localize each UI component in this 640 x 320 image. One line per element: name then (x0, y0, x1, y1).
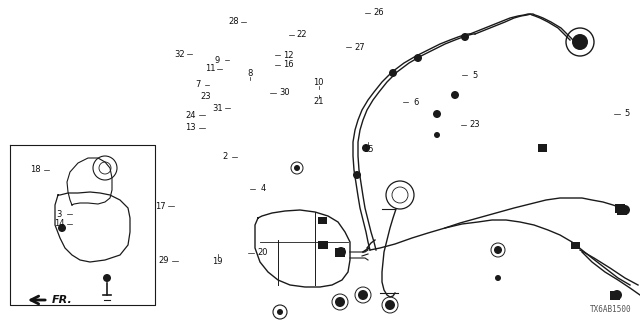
Circle shape (336, 247, 346, 257)
Circle shape (620, 205, 630, 215)
Text: 2: 2 (223, 152, 228, 161)
Circle shape (539, 144, 547, 152)
Bar (335, 247, 345, 257)
Text: 5: 5 (625, 109, 630, 118)
Text: 10: 10 (314, 78, 324, 87)
Text: 12: 12 (283, 51, 293, 60)
Text: 11: 11 (205, 64, 216, 73)
Bar (615, 204, 625, 212)
Circle shape (461, 33, 469, 41)
Circle shape (362, 144, 370, 152)
Text: 30: 30 (279, 88, 289, 97)
Text: 9: 9 (215, 56, 220, 65)
Text: 26: 26 (374, 8, 384, 17)
Circle shape (294, 165, 300, 171)
Text: 13: 13 (186, 124, 196, 132)
Bar (570, 242, 579, 249)
Text: 23: 23 (470, 120, 480, 129)
Circle shape (103, 274, 111, 282)
Text: 21: 21 (314, 97, 324, 106)
Bar (318, 241, 328, 249)
Text: 24: 24 (186, 111, 196, 120)
Text: 3: 3 (56, 210, 61, 219)
Text: 31: 31 (212, 104, 223, 113)
Text: 20: 20 (257, 248, 268, 257)
Text: 23: 23 (201, 92, 211, 101)
Circle shape (385, 300, 395, 310)
Text: TX6AB1500: TX6AB1500 (590, 305, 632, 314)
Text: 18: 18 (30, 165, 40, 174)
Text: 15: 15 (363, 145, 373, 154)
Bar (610, 291, 620, 300)
Circle shape (495, 275, 501, 281)
Text: 7: 7 (195, 80, 200, 89)
Circle shape (353, 171, 361, 179)
Text: 32: 32 (174, 50, 184, 59)
Circle shape (433, 110, 441, 118)
Circle shape (277, 309, 283, 315)
Circle shape (494, 246, 502, 254)
Text: 19: 19 (212, 257, 223, 266)
Text: 16: 16 (283, 60, 293, 69)
Text: FR.: FR. (52, 295, 73, 305)
Text: 29: 29 (159, 256, 169, 265)
Circle shape (358, 290, 368, 300)
Text: 4: 4 (261, 184, 266, 193)
Text: 14: 14 (54, 220, 64, 228)
Circle shape (335, 297, 345, 307)
Text: 27: 27 (355, 43, 365, 52)
Circle shape (58, 224, 66, 232)
Circle shape (572, 34, 588, 50)
Bar (617, 205, 627, 214)
Circle shape (434, 132, 440, 138)
Text: 22: 22 (297, 30, 307, 39)
Bar (317, 217, 326, 223)
Text: 28: 28 (228, 17, 239, 26)
Circle shape (612, 290, 622, 300)
Circle shape (451, 91, 459, 99)
Circle shape (389, 69, 397, 77)
Text: 6: 6 (413, 98, 419, 107)
Text: 5: 5 (472, 71, 477, 80)
Text: 8: 8 (247, 69, 252, 78)
Circle shape (414, 54, 422, 62)
Text: 17: 17 (155, 202, 165, 211)
Bar (538, 144, 547, 152)
